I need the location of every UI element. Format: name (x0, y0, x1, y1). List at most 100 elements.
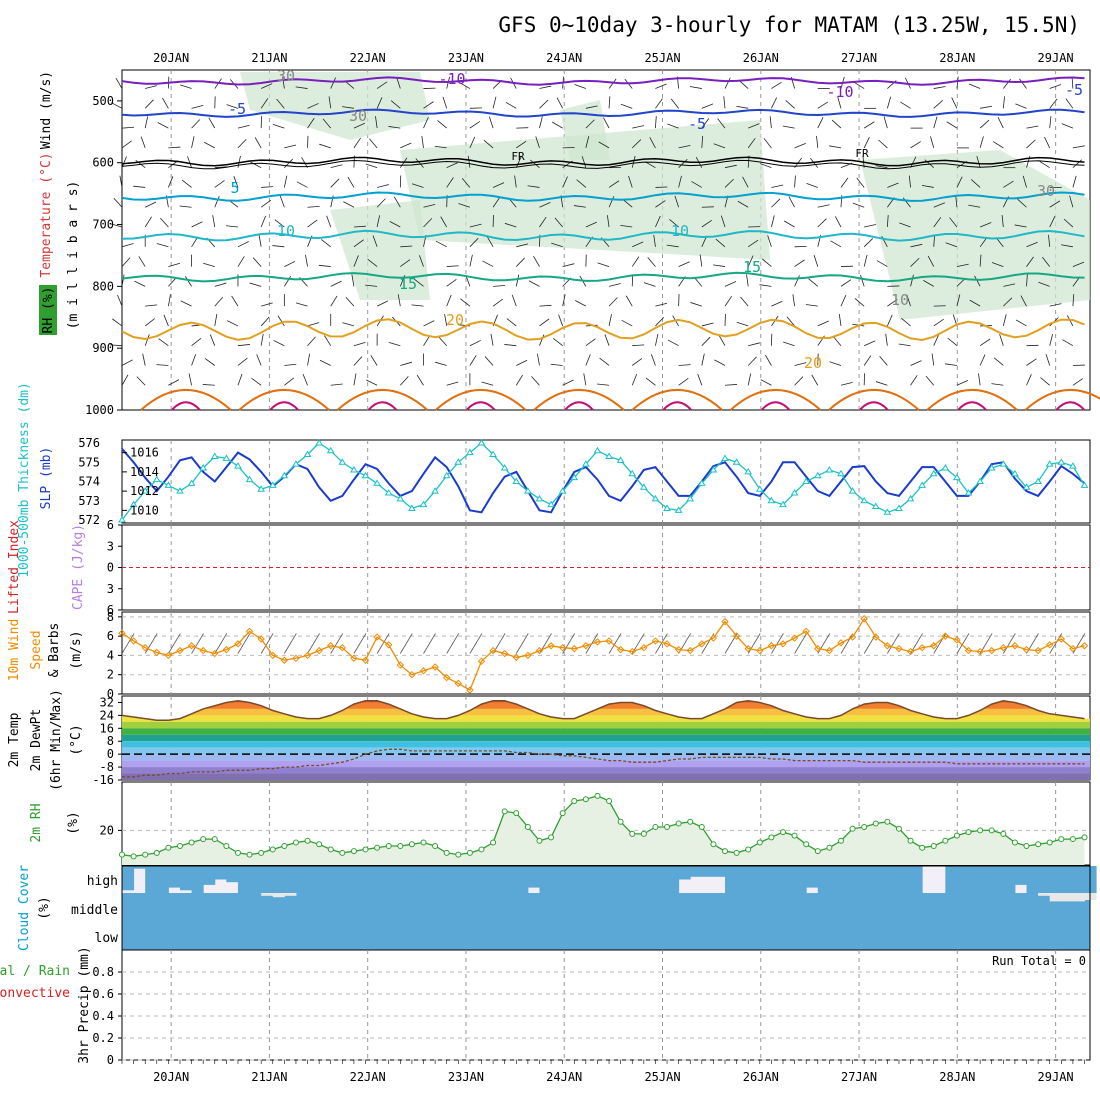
wind-barb (188, 373, 192, 386)
wind-barb (421, 135, 424, 148)
wind-barb (910, 243, 923, 248)
wind-barb (968, 83, 981, 89)
wind-barb (144, 633, 158, 654)
rh-marker (339, 849, 346, 856)
rh-marker (408, 841, 415, 848)
wind-barb (969, 299, 981, 307)
wind-barb (742, 176, 749, 188)
wind-barb (899, 222, 911, 228)
thickness-marker (895, 504, 903, 511)
thickness-marker (616, 456, 625, 463)
wind-barb (901, 317, 911, 327)
wind-barb (1044, 136, 1051, 149)
rh-marker (977, 827, 984, 834)
wind-barb (620, 224, 633, 228)
wind-barb (376, 97, 383, 109)
wind-barb (184, 275, 192, 287)
contour-20 (121, 318, 1085, 342)
wind-barb (878, 139, 888, 149)
rh-marker (919, 844, 926, 851)
wind-barb (1020, 295, 1027, 307)
wind-barb (678, 159, 688, 168)
wind-barb (655, 116, 657, 129)
rh-marker (594, 792, 601, 799)
thickness-marker (639, 483, 648, 490)
ylabel-millibars: (m i l l i b a r s) (66, 181, 81, 330)
thickness-marker (523, 487, 532, 494)
wind-barb (968, 204, 981, 208)
rh-marker (130, 853, 137, 860)
wind-barb (1014, 224, 1027, 228)
wind-barb (669, 218, 679, 228)
ylabel-2m-temp: 2m Temp (7, 712, 22, 767)
thickness-slp-panel: 576 575 574 573 572 1016 1014 1012 1010 1000-500m… (17, 382, 1091, 578)
wind-barb (145, 304, 158, 307)
rh-marker (617, 818, 624, 825)
wind-barb (562, 294, 566, 307)
wind-barb (370, 355, 378, 366)
wind-barb (168, 277, 177, 287)
wind-barb (655, 98, 663, 109)
wind-barb (925, 375, 935, 386)
cloud-cover-panel: high middle low Cloud Cover (%) (17, 865, 1097, 951)
high-cloud-bar (840, 866, 854, 893)
rh-marker (176, 842, 183, 849)
y-tick-label: 500 (92, 94, 114, 108)
wind-barb (442, 96, 448, 109)
wind-barb (921, 184, 934, 188)
wind-barb (576, 179, 587, 188)
wind-barb (415, 158, 424, 168)
wind-barb (979, 254, 982, 267)
high-cloud-bar (632, 866, 645, 893)
wind-barb (863, 136, 870, 149)
wind-barb (209, 334, 216, 346)
y-tick-label: 0 (107, 561, 114, 575)
high-cloud-bar (875, 866, 888, 893)
wind-barb (970, 179, 981, 188)
thickness-marker (790, 489, 799, 496)
wind-barb (883, 116, 888, 129)
wind-barb (933, 234, 935, 247)
rh-marker (756, 839, 763, 846)
wind-barb (144, 318, 155, 327)
high-cloud-bar (945, 866, 958, 893)
wind-barb (1049, 303, 1062, 307)
ylabel-thickness: 1000-500mb Thickness (dm) (17, 382, 32, 578)
wind-barb (691, 181, 703, 188)
wind-barb (208, 117, 216, 129)
wind-barb (1042, 256, 1051, 267)
wind-barb (805, 304, 818, 307)
wind-barb (933, 318, 944, 327)
wind-barb (748, 123, 760, 129)
thickness-marker (512, 477, 521, 484)
wind-barb (655, 633, 668, 654)
wind-barb (604, 334, 610, 346)
date-tick-label: 24JAN (546, 51, 582, 65)
wind-barb (388, 126, 401, 129)
wind-speed-marker (477, 657, 486, 665)
wind-barb (699, 254, 703, 267)
contour-25 (926, 389, 1018, 411)
wind-barb (813, 255, 819, 267)
thickness-marker (408, 504, 416, 511)
wind-barb (794, 275, 800, 287)
wind-barb (701, 135, 704, 148)
thickness-marker (987, 464, 996, 471)
ylabel-2m-rh: 2m RH (29, 803, 44, 842)
wind-barb (840, 381, 853, 386)
high-cloud-bar (237, 866, 251, 893)
high-cloud-bar (458, 866, 471, 893)
wind-barb (388, 342, 401, 347)
thickness-marker (581, 460, 590, 467)
y-tick-label: 0.8 (92, 965, 114, 979)
wind-barb (794, 259, 805, 267)
wind-barb (603, 117, 610, 129)
wind-barb (933, 116, 938, 129)
wind-speed-line (121, 617, 1085, 692)
wind-barb (552, 121, 563, 129)
wind-barb (628, 175, 633, 188)
wind-barb (976, 156, 981, 168)
rh-marker (246, 851, 253, 858)
thickness-marker (442, 471, 451, 479)
wind-barb (237, 357, 248, 366)
